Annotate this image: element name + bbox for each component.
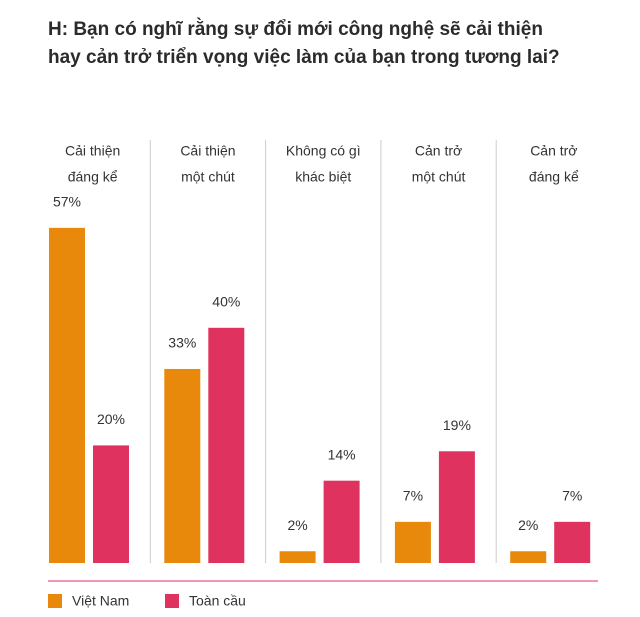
bar xyxy=(164,368,201,563)
category-label: một chút xyxy=(181,169,235,185)
bar xyxy=(438,451,475,563)
chart-title: H: Bạn có nghĩ rằng sự đổi mới công nghệ… xyxy=(48,18,543,40)
legend-swatch xyxy=(48,594,62,608)
category-label: đáng kể xyxy=(68,169,118,185)
value-label: 7% xyxy=(403,488,423,504)
value-label: 2% xyxy=(518,517,538,533)
bar xyxy=(510,551,547,563)
legend-label: Việt Nam xyxy=(72,593,129,609)
category-label: Cải thiện xyxy=(65,143,120,159)
category-label: khác biệt xyxy=(295,169,351,185)
bar xyxy=(93,445,129,563)
bar xyxy=(49,227,85,563)
bar xyxy=(554,521,591,563)
category-label: Cản trở xyxy=(530,143,577,159)
chart-title: hay cản trở triển vọng việc làm của bạn … xyxy=(48,47,560,68)
bar xyxy=(208,327,245,563)
value-label: 57% xyxy=(53,194,81,210)
category-label: đáng kể xyxy=(529,169,579,185)
category-label: một chút xyxy=(412,169,466,185)
value-label: 33% xyxy=(168,335,196,351)
value-label: 20% xyxy=(97,411,125,427)
category-label: Cải thiện xyxy=(180,143,235,159)
value-label: 2% xyxy=(287,517,307,533)
bar xyxy=(323,480,360,563)
value-label: 19% xyxy=(443,417,471,433)
value-label: 7% xyxy=(562,488,582,504)
bar xyxy=(279,551,316,563)
value-label: 14% xyxy=(328,446,356,462)
category-label: Không có gì xyxy=(286,143,361,159)
category-label: Cản trở xyxy=(415,143,462,159)
legend-label: Toàn cầu xyxy=(189,593,246,609)
value-label: 40% xyxy=(212,294,240,310)
legend-swatch xyxy=(165,594,179,608)
bar xyxy=(394,521,431,563)
